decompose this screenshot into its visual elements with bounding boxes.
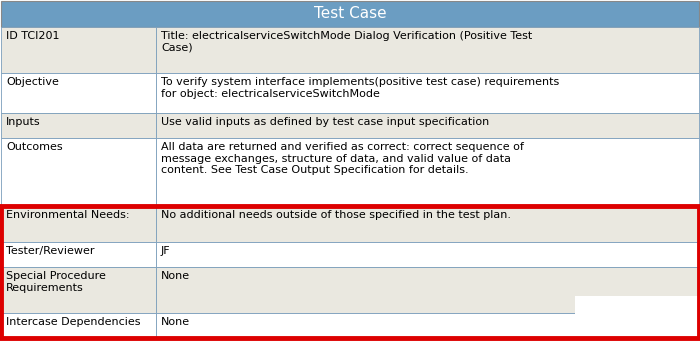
- Bar: [1, 138, 156, 206]
- Bar: [1, 206, 156, 242]
- Bar: [1, 313, 156, 338]
- Text: All data are returned and verified as correct: correct sequence of
message excha: All data are returned and verified as co…: [161, 142, 524, 175]
- Text: Use valid inputs as defined by test case input specification: Use valid inputs as defined by test case…: [161, 117, 489, 127]
- Text: Tester/Reviewer: Tester/Reviewer: [6, 246, 94, 256]
- Text: No additional needs outside of those specified in the test plan.: No additional needs outside of those spe…: [161, 210, 511, 220]
- Bar: [1, 113, 156, 138]
- Text: Title: electricalserviceSwitchMode Dialog Verification (Positive Test
Case): Title: electricalserviceSwitchMode Dialo…: [161, 31, 532, 52]
- Bar: [156, 242, 699, 267]
- Text: Intercase Dependencies: Intercase Dependencies: [6, 317, 141, 327]
- Bar: [575, 296, 698, 362]
- Text: None: None: [161, 271, 190, 281]
- Text: Objective: Objective: [6, 77, 59, 87]
- Text: JF: JF: [161, 246, 171, 256]
- Bar: [1, 73, 156, 113]
- Text: ID TCI201: ID TCI201: [6, 31, 60, 41]
- Bar: [156, 73, 699, 113]
- Text: Environmental Needs:: Environmental Needs:: [6, 210, 130, 220]
- Bar: [1, 267, 156, 313]
- Bar: [156, 267, 699, 313]
- Bar: [1, 1, 699, 27]
- Bar: [1, 206, 699, 338]
- Bar: [156, 27, 699, 73]
- Text: To verify system interface implements(positive test case) requirements
for objec: To verify system interface implements(po…: [161, 77, 559, 98]
- Text: Outcomes: Outcomes: [6, 142, 62, 152]
- Bar: [156, 206, 699, 242]
- Text: Inputs: Inputs: [6, 117, 41, 127]
- Text: Special Procedure
Requirements: Special Procedure Requirements: [6, 271, 106, 292]
- Text: Test Case: Test Case: [314, 7, 386, 21]
- Bar: [156, 113, 699, 138]
- Bar: [1, 27, 156, 73]
- Text: None: None: [161, 317, 190, 327]
- Bar: [1, 242, 156, 267]
- Bar: [156, 138, 699, 206]
- Bar: [156, 313, 699, 338]
